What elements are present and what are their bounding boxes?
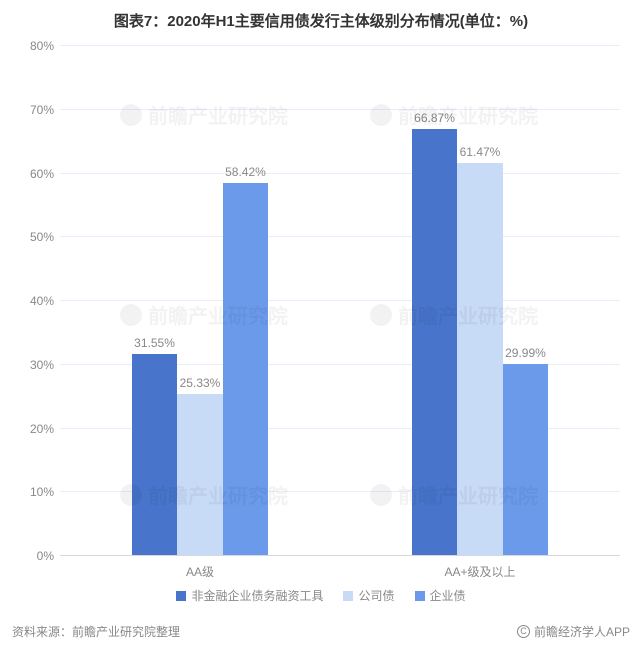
y-tick-label: 20% — [30, 422, 54, 436]
source-label: 资料来源：前瞻产业研究院整理 — [12, 623, 180, 640]
grid-line: 0% — [60, 555, 620, 556]
bar: 61.47% — [457, 163, 502, 555]
bar-value-label: 25.33% — [180, 376, 221, 390]
legend-swatch — [176, 591, 186, 601]
legend-swatch — [343, 591, 353, 601]
y-tick-label: 70% — [30, 103, 54, 117]
y-tick-label: 10% — [30, 485, 54, 499]
bar-group: AA级31.55%25.33%58.42% — [119, 45, 281, 555]
bar: 29.99% — [503, 364, 548, 555]
legend-item: 非金融企业债务融资工具 — [176, 587, 323, 604]
chart-title: 图表7：2020年H1主要信用债发行主体级别分布情况(单位：%) — [0, 0, 642, 31]
bar: 25.33% — [177, 394, 222, 555]
copyright-icon: C — [517, 625, 530, 638]
x-tick-label: AA+级及以上 — [444, 563, 515, 580]
legend: 非金融企业债务融资工具 公司债 企业债 — [0, 587, 642, 604]
bar-value-label: 66.87% — [414, 111, 455, 125]
y-tick-label: 30% — [30, 358, 54, 372]
legend-label: 企业债 — [430, 587, 466, 604]
legend-label: 非金融企业债务融资工具 — [191, 587, 323, 604]
legend-item: 公司债 — [343, 587, 394, 604]
bar-value-label: 29.99% — [505, 346, 546, 360]
copyright-text: 前瞻经济学人APP — [534, 623, 630, 640]
y-tick-label: 50% — [30, 230, 54, 244]
bar: 66.87% — [412, 129, 457, 555]
legend-item: 企业债 — [415, 587, 466, 604]
bar: 58.42% — [223, 183, 268, 555]
y-tick-label: 60% — [30, 167, 54, 181]
bar-value-label: 58.42% — [225, 165, 266, 179]
y-tick-label: 80% — [30, 39, 54, 53]
bar: 31.55% — [132, 354, 177, 555]
legend-label: 公司债 — [358, 587, 394, 604]
copyright: C 前瞻经济学人APP — [517, 623, 630, 640]
y-tick-label: 0% — [37, 549, 54, 563]
legend-swatch — [415, 591, 425, 601]
y-tick-label: 40% — [30, 294, 54, 308]
bar-value-label: 61.47% — [460, 145, 501, 159]
bar-group: AA+级及以上66.87%61.47%29.99% — [399, 45, 561, 555]
x-tick-label: AA级 — [186, 563, 214, 580]
bar-value-label: 31.55% — [134, 336, 175, 350]
plot-area: 0%10%20%30%40%50%60%70%80%AA级31.55%25.33… — [60, 45, 620, 555]
